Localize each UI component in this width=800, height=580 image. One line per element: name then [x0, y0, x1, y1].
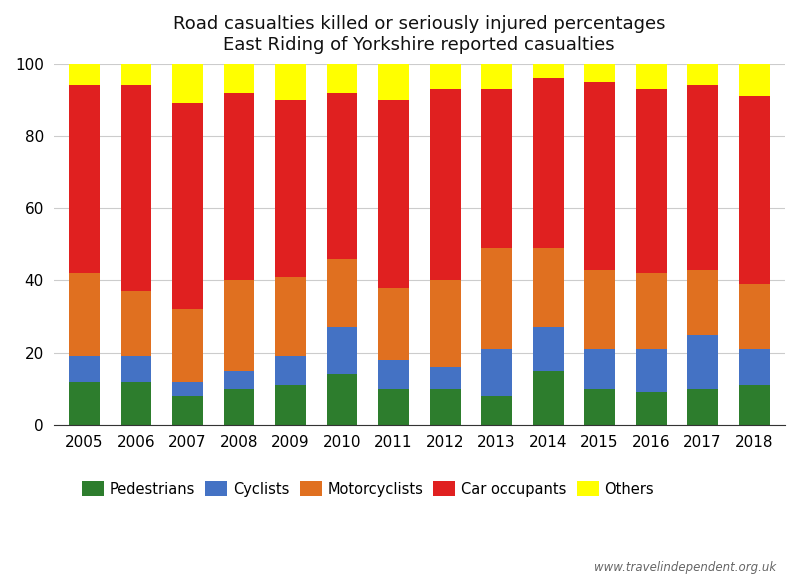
- Bar: [275, 64, 306, 100]
- Bar: [121, 64, 151, 85]
- Bar: [378, 64, 409, 100]
- Bar: [69, 382, 100, 425]
- Bar: [223, 371, 254, 389]
- Bar: [687, 335, 718, 389]
- Bar: [326, 374, 358, 425]
- Bar: [326, 93, 358, 259]
- Bar: [584, 389, 615, 425]
- Bar: [172, 64, 203, 103]
- Bar: [326, 259, 358, 327]
- Bar: [430, 89, 461, 280]
- Bar: [481, 64, 512, 89]
- Bar: [481, 396, 512, 425]
- Bar: [738, 385, 770, 425]
- Bar: [687, 389, 718, 425]
- Bar: [172, 382, 203, 396]
- Bar: [275, 356, 306, 385]
- Bar: [172, 103, 203, 309]
- Bar: [584, 270, 615, 349]
- Bar: [378, 389, 409, 425]
- Bar: [430, 389, 461, 425]
- Title: Road casualties killed or seriously injured percentages
East Riding of Yorkshire: Road casualties killed or seriously inju…: [173, 15, 666, 54]
- Bar: [533, 248, 563, 327]
- Bar: [738, 349, 770, 385]
- Bar: [275, 100, 306, 277]
- Bar: [172, 396, 203, 425]
- Bar: [481, 89, 512, 248]
- Bar: [430, 367, 461, 389]
- Bar: [378, 360, 409, 389]
- Bar: [738, 96, 770, 284]
- Bar: [223, 280, 254, 371]
- Bar: [326, 64, 358, 93]
- Bar: [481, 349, 512, 396]
- Bar: [223, 389, 254, 425]
- Bar: [636, 349, 666, 392]
- Bar: [69, 85, 100, 273]
- Bar: [738, 284, 770, 349]
- Bar: [121, 356, 151, 382]
- Bar: [533, 78, 563, 248]
- Bar: [69, 356, 100, 382]
- Bar: [275, 385, 306, 425]
- Legend: Pedestrians, Cyclists, Motorcyclists, Car occupants, Others: Pedestrians, Cyclists, Motorcyclists, Ca…: [76, 476, 660, 502]
- Bar: [121, 382, 151, 425]
- Bar: [687, 270, 718, 335]
- Bar: [121, 85, 151, 291]
- Bar: [636, 273, 666, 349]
- Bar: [223, 93, 254, 280]
- Bar: [584, 64, 615, 82]
- Bar: [636, 64, 666, 89]
- Bar: [69, 273, 100, 356]
- Bar: [687, 85, 718, 270]
- Bar: [326, 327, 358, 374]
- Bar: [636, 392, 666, 425]
- Bar: [378, 288, 409, 360]
- Bar: [430, 64, 461, 89]
- Bar: [738, 64, 770, 96]
- Bar: [378, 100, 409, 288]
- Bar: [69, 64, 100, 85]
- Bar: [481, 248, 512, 349]
- Bar: [172, 309, 203, 382]
- Bar: [584, 349, 615, 389]
- Bar: [687, 64, 718, 85]
- Text: www.travelindependent.org.uk: www.travelindependent.org.uk: [594, 561, 776, 574]
- Bar: [584, 82, 615, 270]
- Bar: [275, 277, 306, 356]
- Bar: [533, 371, 563, 425]
- Bar: [636, 89, 666, 273]
- Bar: [223, 64, 254, 93]
- Bar: [533, 64, 563, 78]
- Bar: [430, 280, 461, 367]
- Bar: [121, 291, 151, 356]
- Bar: [533, 327, 563, 371]
